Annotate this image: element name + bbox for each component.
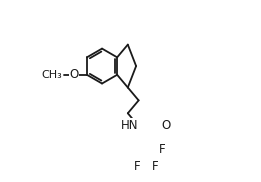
Text: F: F	[159, 143, 166, 156]
Text: HN: HN	[121, 119, 139, 132]
Text: O: O	[69, 68, 79, 81]
Text: F: F	[134, 160, 141, 173]
Text: O: O	[161, 119, 170, 132]
Text: CH₃: CH₃	[41, 70, 62, 80]
Text: F: F	[152, 160, 158, 173]
